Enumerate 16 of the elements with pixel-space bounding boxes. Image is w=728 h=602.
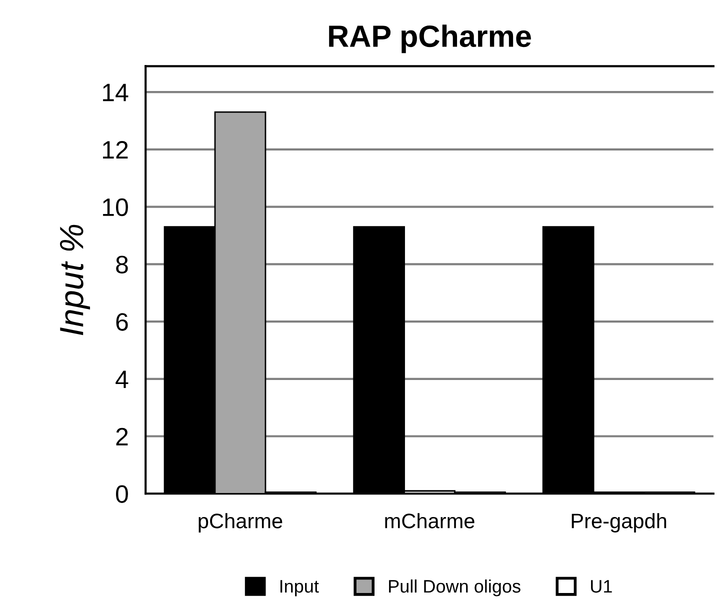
y-tick-label: 0 [116,485,128,503]
legend-label: Input [280,580,319,596]
x-tick-label: mCharme [385,513,474,528]
y-tick-label: 10 [103,198,128,216]
y-tick-label: 4 [116,370,128,388]
legend-label: U1 [591,580,612,593]
y-tick-label: 12 [103,141,128,158]
y-tick-label: 14 [103,84,128,102]
x-tick-label: pCharme [198,513,282,533]
x-tick-label: Pre-gapdh [572,513,666,533]
y-axis-title: Input % [60,224,90,336]
y-tick-label: 8 [116,256,128,274]
legend-label: Pull Down oligos [389,579,520,596]
y-tick-label: 2 [116,428,128,446]
y-tick-label: 6 [116,313,128,331]
chart-title: RAP pCharme [329,24,531,54]
